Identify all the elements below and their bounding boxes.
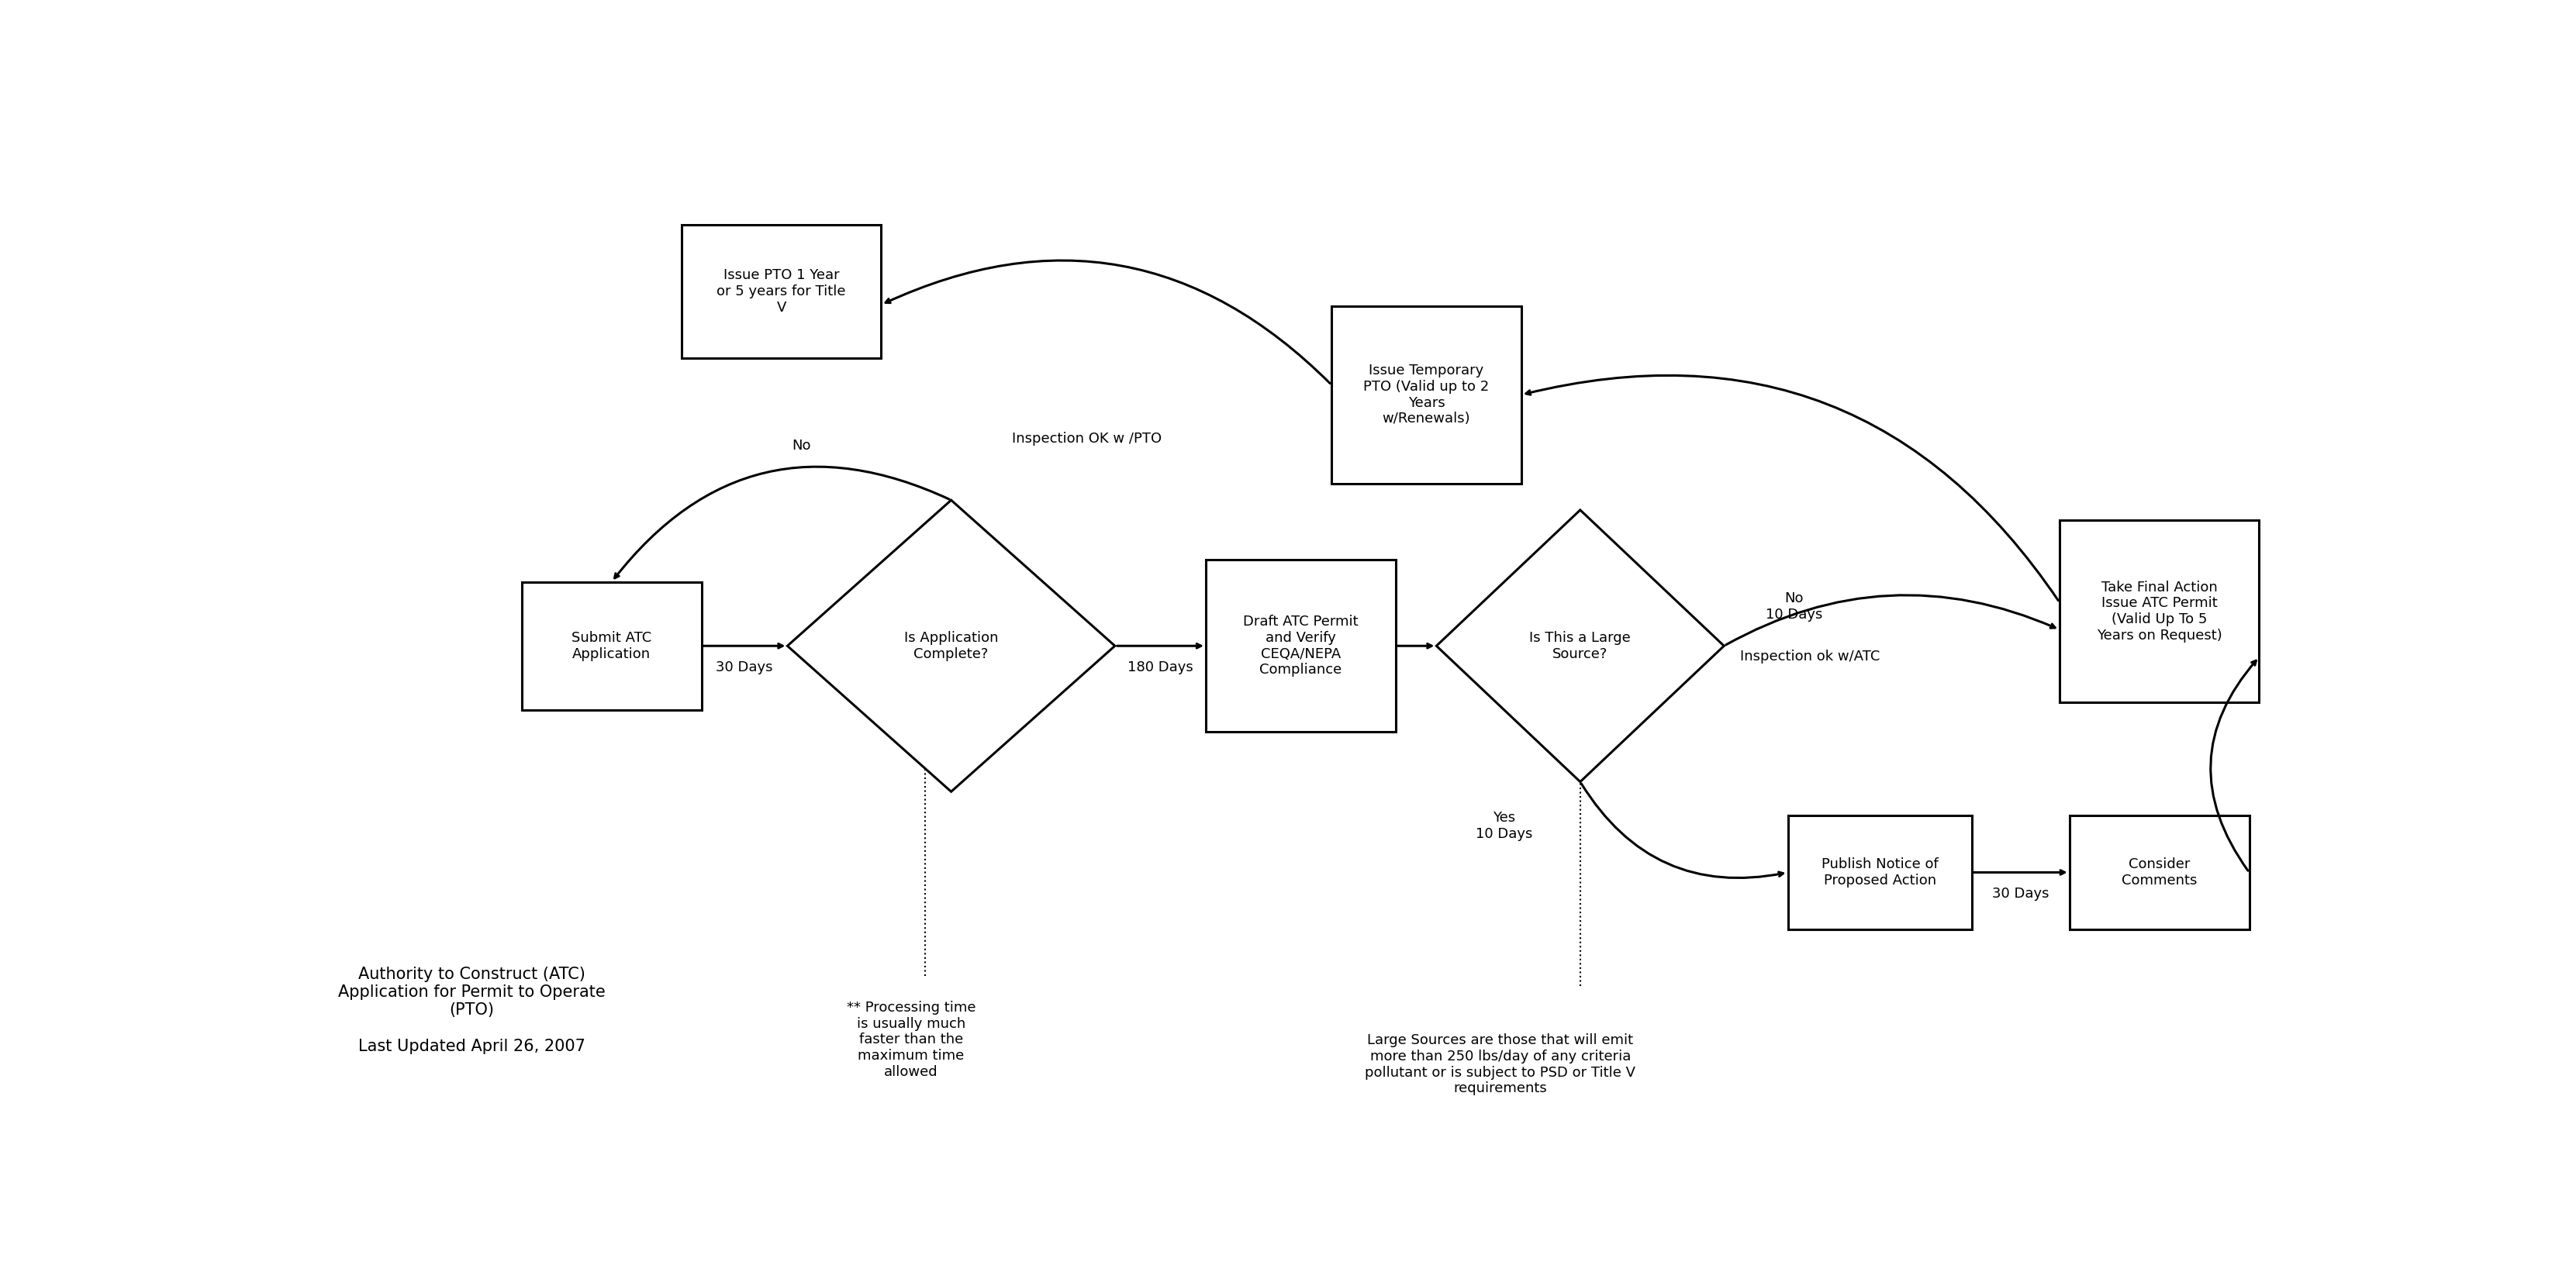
- Bar: [2069, 816, 2249, 929]
- Text: Is This a Large
Source?: Is This a Large Source?: [1530, 631, 1631, 661]
- Text: Draft ATC Permit
and Verify
CEQA/NEPA
Compliance: Draft ATC Permit and Verify CEQA/NEPA Co…: [1242, 615, 1358, 677]
- Text: Consider
Comments: Consider Comments: [2120, 857, 2197, 888]
- Polygon shape: [788, 500, 1115, 792]
- Text: Issue PTO 1 Year
or 5 years for Title
V: Issue PTO 1 Year or 5 years for Title V: [716, 269, 845, 315]
- Text: Submit ATC
Application: Submit ATC Application: [572, 631, 652, 661]
- Bar: [680, 225, 881, 358]
- Text: No: No: [791, 439, 811, 453]
- Text: Publish Notice of
Proposed Action: Publish Notice of Proposed Action: [1821, 857, 1937, 888]
- Bar: [1788, 816, 1971, 929]
- Text: Large Sources are those that will emit
more than 250 lbs/day of any criteria
pol: Large Sources are those that will emit m…: [1365, 1033, 1636, 1096]
- Text: 30 Days: 30 Days: [1991, 888, 2048, 900]
- Text: Authority to Construct (ATC)
Application for Permit to Operate
(PTO)

Last Updat: Authority to Construct (ATC) Application…: [337, 967, 605, 1054]
- Bar: [2058, 521, 2259, 702]
- Text: Yes
10 Days: Yes 10 Days: [1476, 811, 1533, 842]
- Text: Inspection ok w/ATC: Inspection ok w/ATC: [1739, 650, 1880, 664]
- Text: Issue Temporary
PTO (Valid up to 2
Years
w/Renewals): Issue Temporary PTO (Valid up to 2 Years…: [1363, 363, 1489, 426]
- Text: Take Final Action
Issue ATC Permit
(Valid Up To 5
Years on Request): Take Final Action Issue ATC Permit (Vali…: [2097, 581, 2221, 642]
- Text: ** Processing time
is usually much
faster than the
maximum time
allowed: ** Processing time is usually much faste…: [848, 1000, 976, 1079]
- Text: 180 Days: 180 Days: [1128, 660, 1193, 674]
- Text: Inspection OK w /PTO: Inspection OK w /PTO: [1012, 432, 1162, 446]
- Text: 30 Days: 30 Days: [716, 660, 773, 674]
- Text: Is Application
Complete?: Is Application Complete?: [904, 631, 997, 661]
- Bar: [1332, 306, 1520, 483]
- Text: No
10 Days: No 10 Days: [1765, 591, 1821, 622]
- Bar: [520, 582, 701, 710]
- Bar: [1206, 560, 1396, 732]
- Polygon shape: [1435, 510, 1723, 781]
